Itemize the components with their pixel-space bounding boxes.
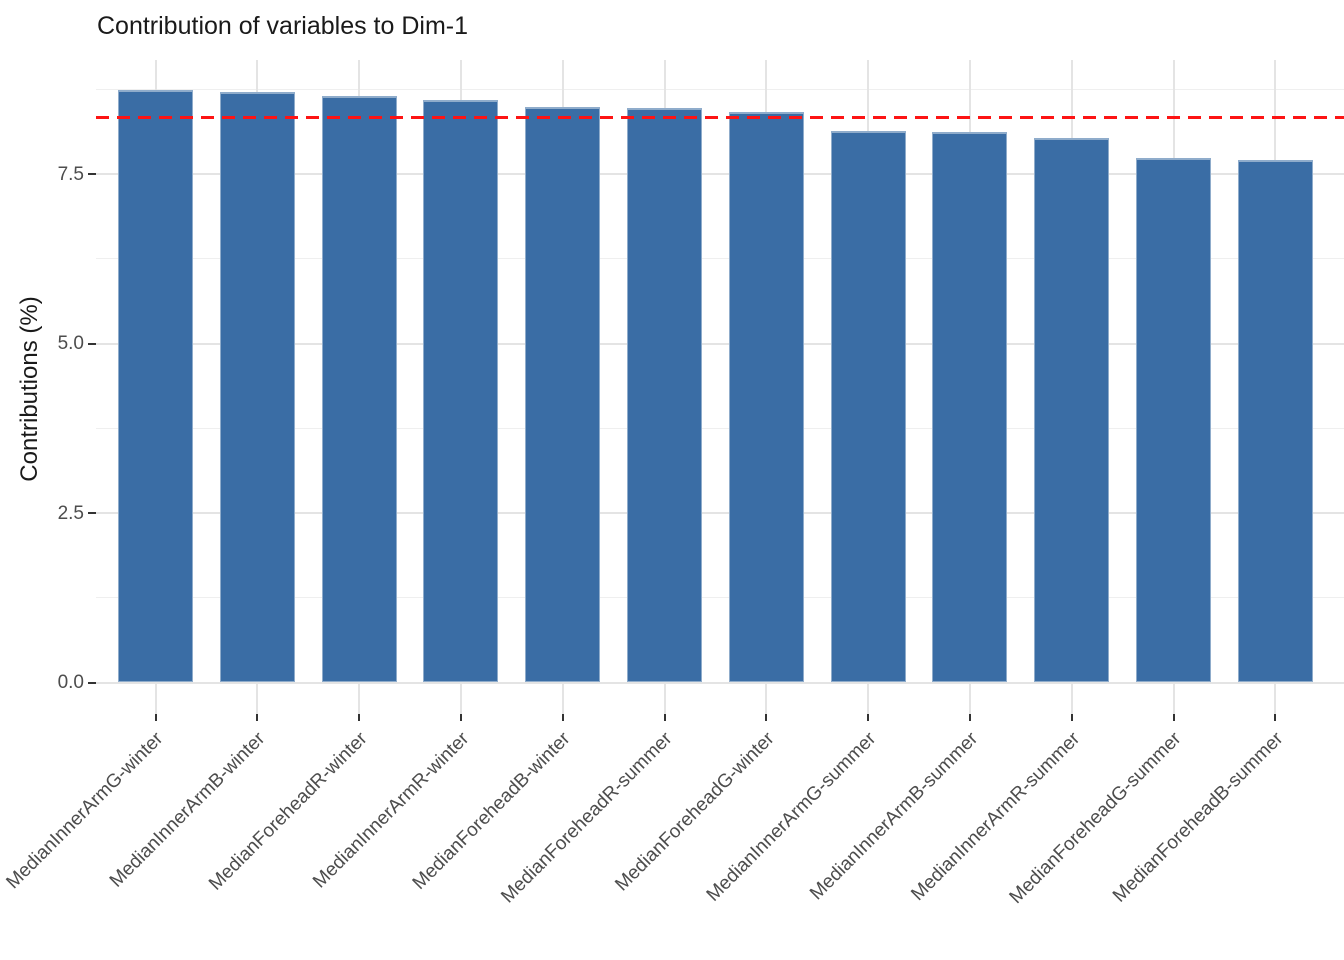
bar	[1237, 159, 1313, 683]
bar	[219, 92, 295, 683]
x-tick-mark	[968, 714, 971, 721]
x-tick-mark	[459, 714, 462, 721]
bar	[932, 132, 1008, 683]
bar	[1034, 138, 1110, 683]
bar	[728, 111, 804, 683]
x-tick-label-text: MedianInnerArmR-summer	[906, 728, 1084, 906]
x-tick-label-text: MedianForeheadB-summer	[1108, 728, 1288, 907]
x-tick-mark	[358, 714, 361, 721]
chart-title: Contribution of variables to Dim-1	[97, 12, 468, 40]
h-gridline-major	[96, 342, 1344, 345]
x-tick-mark	[867, 714, 870, 721]
y-tick-label: 2.5	[57, 502, 84, 524]
y-tick-label: 7.5	[57, 163, 84, 185]
h-gridline-minor	[96, 427, 1344, 429]
y-tick-mark	[88, 681, 96, 684]
y-tick-label: 5.0	[57, 333, 84, 355]
x-tick-label-text: MedianInnerArmB-summer	[805, 728, 982, 905]
bar	[118, 90, 193, 683]
bar	[627, 107, 702, 683]
h-gridline-minor	[96, 597, 1344, 599]
x-tick-mark	[663, 714, 666, 721]
x-tick-mark	[1070, 714, 1073, 721]
x-tick-mark	[256, 714, 259, 721]
x-tick-label-text: MedianInnerArmG-summer	[702, 728, 881, 906]
bar	[1136, 157, 1211, 683]
x-tick-mark	[1172, 714, 1175, 721]
x-tick-mark	[765, 714, 768, 721]
y-axis-title-text: Contributions (%)	[16, 296, 43, 482]
reference-line	[96, 116, 1344, 120]
bar	[423, 99, 499, 683]
x-tick-mark	[154, 714, 157, 721]
x-tick-label-text: MedianForeheadG-summer	[1005, 728, 1186, 909]
x-tick-label-text: MedianForeheadR-summer	[497, 728, 677, 908]
h-gridline-major	[96, 512, 1344, 515]
x-tick-mark	[561, 714, 564, 721]
y-tick-mark	[88, 512, 96, 515]
y-tick-label: 0.0	[57, 672, 84, 693]
bar	[525, 107, 601, 683]
h-gridline-major	[96, 681, 1344, 684]
bar	[830, 130, 906, 683]
bar	[321, 95, 397, 683]
x-tick-mark	[1274, 714, 1277, 721]
h-gridline-minor	[96, 258, 1344, 260]
y-tick-mark	[88, 173, 96, 176]
plot-panel	[96, 60, 1344, 714]
h-gridline-minor	[96, 89, 1344, 90]
h-gridline-major	[96, 173, 1344, 176]
y-tick-mark	[88, 342, 96, 345]
